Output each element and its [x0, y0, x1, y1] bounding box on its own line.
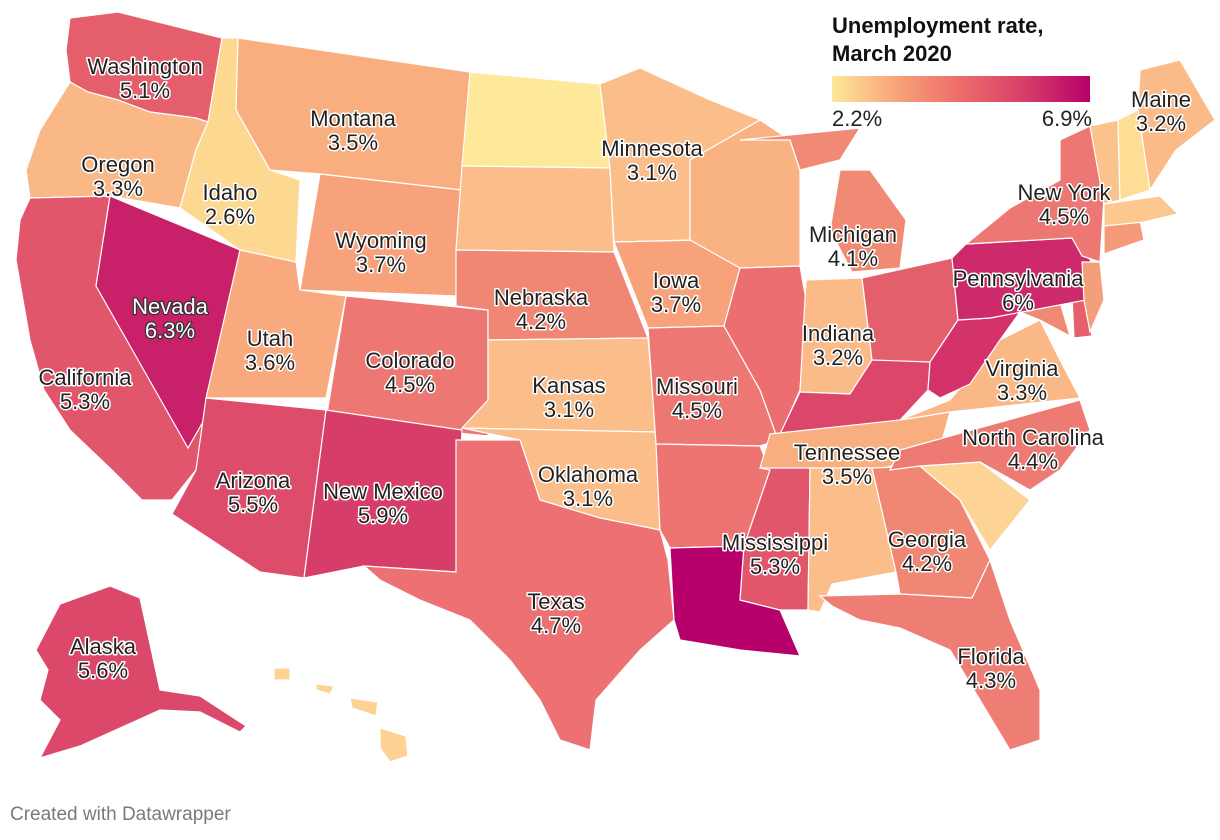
label-oregon-name: Oregon	[81, 152, 154, 177]
legend-ticks: 2.2% 6.9%	[832, 102, 1092, 131]
state-wisconsin[interactable]	[689, 119, 801, 269]
label-kansas-value: 3.1%	[544, 397, 594, 422]
state-new-jersey[interactable]	[1081, 261, 1105, 335]
label-oklahoma-name: Oklahoma	[538, 462, 639, 487]
legend-title-line1: Unemployment rate,	[832, 13, 1044, 38]
label-mississippi-name: Mississippi	[722, 530, 828, 555]
label-utah-value: 3.6%	[245, 350, 295, 375]
label-virginia-name: Virginia	[986, 356, 1060, 381]
label-new-york-value: 4.5%	[1039, 204, 1089, 229]
label-utah-name: Utah	[247, 326, 293, 351]
state-hawaii[interactable]	[273, 667, 409, 763]
label-iowa-value: 3.7%	[651, 292, 701, 317]
state-massachusetts[interactable]	[1103, 195, 1180, 227]
label-alaska-name: Alaska	[70, 634, 137, 659]
label-minnesota-value: 3.1%	[627, 160, 677, 185]
state-florida[interactable]	[818, 558, 1041, 751]
label-minnesota-name: Minnesota	[601, 136, 703, 161]
label-pennsylvania-value: 6%	[1002, 290, 1034, 315]
state-alaska[interactable]	[35, 585, 247, 759]
legend-title: Unemployment rate, March 2020	[832, 12, 1092, 68]
label-tennessee-value: 3.5%	[822, 464, 872, 489]
label-missouri-name: Missouri	[656, 374, 738, 399]
label-texas-name: Texas	[527, 589, 584, 614]
label-california-value: 5.3%	[60, 389, 110, 414]
legend-color-scale	[832, 76, 1090, 102]
label-kansas-name: Kansas	[532, 373, 605, 398]
label-colorado-value: 4.5%	[385, 372, 435, 397]
label-indiana-name: Indiana	[802, 321, 875, 346]
label-idaho-value: 2.6%	[205, 204, 255, 229]
label-montana-value: 3.5%	[328, 130, 378, 155]
state-south-dakota[interactable]	[455, 165, 615, 253]
label-missouri-value: 4.5%	[672, 398, 722, 423]
legend-min-label: 2.2%	[832, 106, 883, 131]
label-arizona-name: Arizona	[216, 468, 291, 493]
label-new-york-name: New York	[1018, 180, 1112, 205]
label-maine-value: 3.2%	[1136, 111, 1186, 136]
label-new-mexico-name: New Mexico	[323, 479, 443, 504]
label-washington-name: Washington	[87, 54, 202, 79]
state-labels: Washington 5.1% Oregon 3.3% California 5…	[37, 53, 1192, 695]
label-georgia-value: 4.2%	[902, 551, 952, 576]
label-texas-value: 4.7%	[531, 613, 581, 638]
state-north-dakota[interactable]	[461, 71, 611, 169]
label-new-mexico-value: 5.9%	[358, 503, 408, 528]
label-pennsylvania-name: Pennsylvania	[953, 266, 1085, 291]
label-north-carolina-name: North Carolina	[962, 425, 1105, 450]
label-north-carolina-value: 4.4%	[1008, 449, 1058, 474]
state-nevada[interactable]	[95, 195, 241, 450]
label-florida-name: Florida	[957, 644, 1025, 669]
state-maine[interactable]	[1137, 59, 1216, 192]
label-wyoming-name: Wyoming	[335, 228, 427, 253]
legend: Unemployment rate, March 2020 2.2% 6.9%	[832, 12, 1092, 131]
label-maine-name: Maine	[1131, 87, 1191, 112]
label-indiana-value: 3.2%	[813, 345, 863, 370]
state-colorado[interactable]	[325, 295, 489, 437]
label-florida-value: 4.3%	[966, 668, 1016, 693]
label-iowa-name: Iowa	[653, 268, 700, 293]
legend-title-line2: March 2020	[832, 41, 952, 66]
credit-text[interactable]: Created with Datawrapper	[10, 804, 231, 825]
label-arizona-value: 5.5%	[228, 492, 278, 517]
state-north-carolina[interactable]	[888, 399, 1091, 491]
label-wyoming-value: 3.7%	[356, 252, 406, 277]
label-nevada-value: 6.3%	[145, 318, 195, 343]
label-nebraska-name: Nebraska	[494, 285, 589, 310]
label-michigan-value: 4.1%	[828, 246, 878, 271]
label-alaska-value: 5.6%	[78, 658, 128, 683]
label-colorado-name: Colorado	[365, 348, 454, 373]
label-montana-name: Montana	[310, 106, 396, 131]
label-tennessee-name: Tennessee	[794, 440, 900, 465]
state-michigan[interactable]	[739, 127, 907, 273]
legend-max-label: 6.9%	[1041, 106, 1092, 131]
label-virginia-value: 3.3%	[997, 380, 1047, 405]
label-oregon-value: 3.3%	[93, 176, 143, 201]
label-georgia-name: Georgia	[888, 527, 967, 552]
label-michigan-name: Michigan	[809, 222, 897, 247]
label-washington-value: 5.1%	[120, 78, 170, 103]
label-mississippi-value: 5.3%	[750, 554, 800, 579]
state-texas[interactable]	[362, 439, 675, 751]
label-nebraska-value: 4.2%	[516, 309, 566, 334]
label-idaho-name: Idaho	[202, 180, 257, 205]
label-california-name: California	[39, 365, 133, 390]
label-nevada-name: Nevada	[132, 294, 209, 319]
label-oklahoma-value: 3.1%	[563, 486, 613, 511]
